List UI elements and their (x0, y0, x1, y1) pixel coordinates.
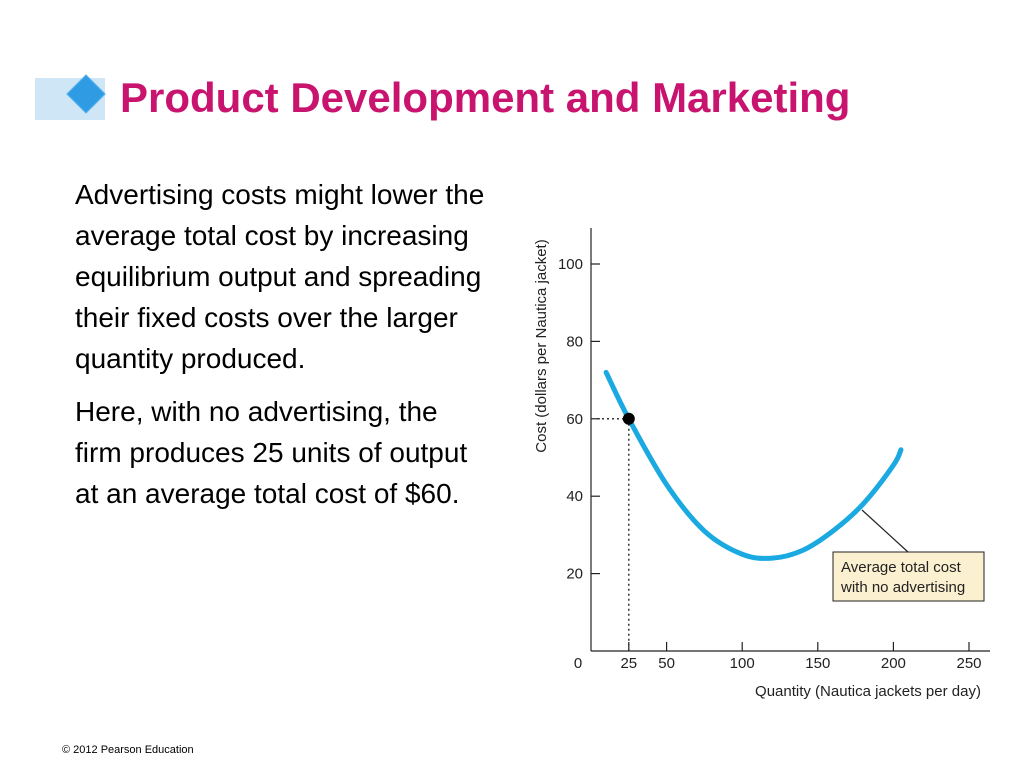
x-tick-label: 0 (574, 655, 582, 672)
chart-ticks: 20 40 60 80 100 0 25 50 100 150 200 250 (558, 256, 982, 672)
x-tick-label: 200 (881, 655, 906, 672)
y-tick-label: 100 (558, 256, 583, 273)
atc-curve (603, 369, 904, 561)
annotation-line-1: Average total cost (841, 559, 962, 576)
curve-annotation: Average total cost with no advertising (832, 509, 985, 602)
paragraph-1: Advertising costs might lower the averag… (75, 179, 485, 374)
footer-copyright: © 2012 Pearson Education (62, 744, 194, 756)
y-tick-label: 60 (566, 411, 583, 428)
chart-axes (590, 228, 990, 652)
annotation-line-2: with no advertising (840, 579, 965, 596)
slide-title: Product Development and Marketing (120, 74, 851, 121)
chart-guides (597, 418, 630, 651)
paragraph-2: Here, with no advertising, the firm prod… (75, 396, 468, 509)
y-tick-label: 40 (566, 488, 583, 505)
y-tick-label: 80 (566, 333, 583, 350)
x-tick-label: 25 (620, 655, 637, 672)
equilibrium-point (622, 412, 635, 425)
y-tick-label: 20 (566, 566, 583, 583)
x-tick-label: 50 (658, 655, 675, 672)
x-tick-label: 100 (730, 655, 755, 672)
y-axis-title: Cost (dollars per Nautica jacket) (533, 239, 550, 452)
x-tick-label: 150 (805, 655, 830, 672)
annotation-box (832, 551, 985, 602)
x-tick-label: 250 (956, 655, 981, 672)
body-text: Advertising costs might lower the averag… (75, 174, 485, 526)
annotation-leader-line (861, 509, 909, 553)
x-axis-title: Quantity (Nautica jackets per day) (755, 683, 981, 700)
